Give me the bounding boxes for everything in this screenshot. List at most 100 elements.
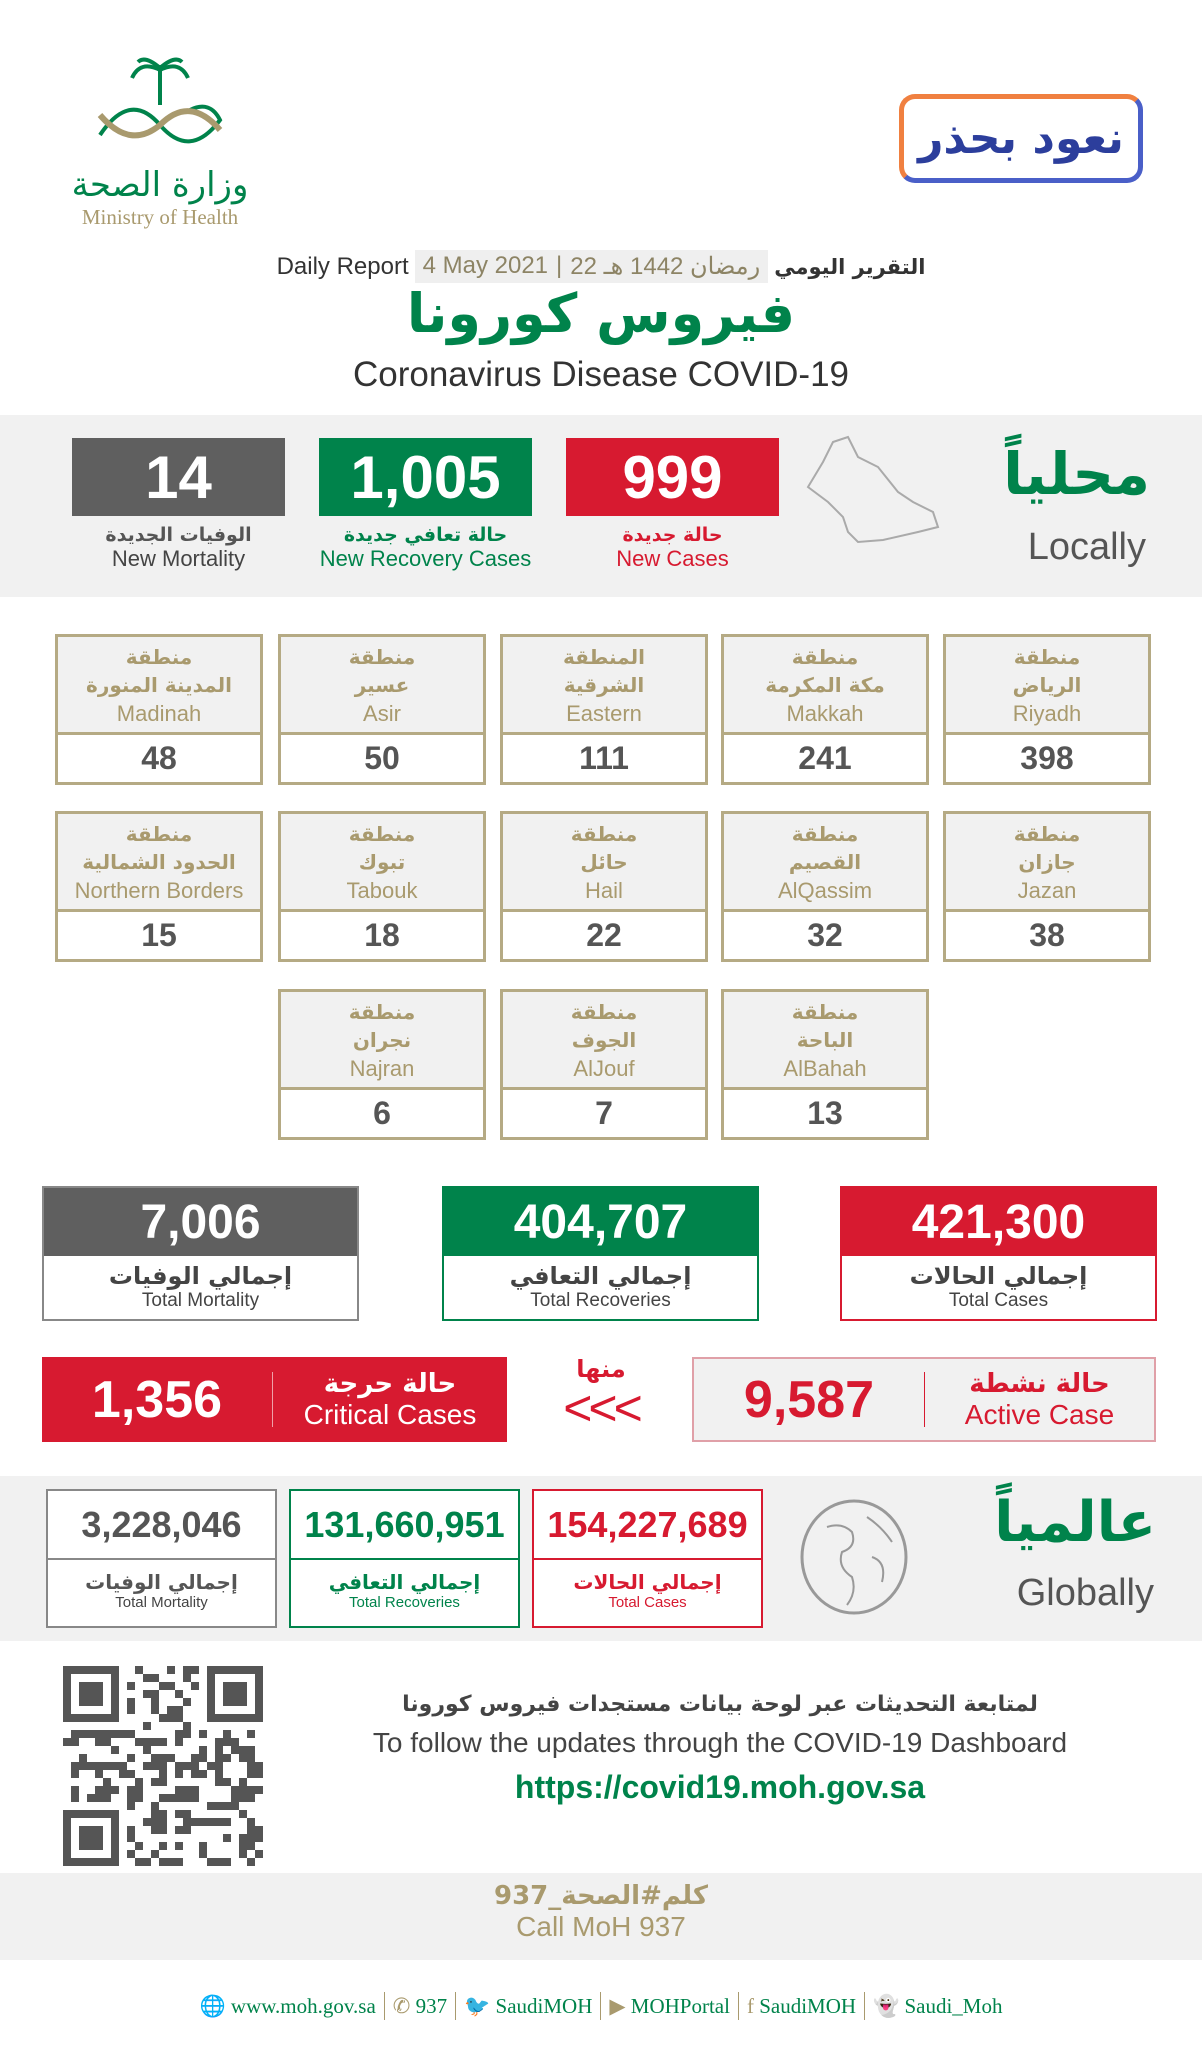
footer-link[interactable]: 👻 Saudi_Moh [873,1994,1002,2019]
region-prefix-ar: منطقة [348,822,416,846]
snapchat-icon: 👻 [873,1993,900,2018]
total-mortality-label-en: Total Mortality [141,1290,260,1311]
region-name-en: Najran [349,1056,415,1081]
region-value: 13 [807,1095,843,1131]
global-cases-value: 154,227,689 [534,1491,761,1560]
region-prefix-ar: المنطقة [563,645,645,669]
of-which-label: منها [576,1355,626,1383]
region-value: 15 [141,917,177,953]
region-value: 241 [798,740,852,776]
region-name-en: AlJouf [573,1056,635,1081]
footer-link[interactable]: ✆ 937 [393,1994,447,2019]
hijri-date: 22 رمضان 1442 هـ [570,253,761,280]
new-cases-label-ar: حالة جديدة [622,524,723,546]
global-recoveries-label-ar: إجمالي التعافي [328,1570,481,1594]
footer-link[interactable]: ▶ MOHPortal [609,1994,730,2019]
footer-link-text: www.moh.gov.sa [230,1993,376,2018]
footer-divider [864,1992,866,2020]
logo-arabic: وزارة الصحة [71,165,249,205]
global-cases-card: 154,227,689 إجمالي الحالات Total Cases [532,1489,763,1628]
globe-icon [800,1499,908,1615]
footer-link[interactable]: 🌐 www.moh.gov.sa [200,1994,376,2019]
region-card: منطقة عسير Asir 50 [278,634,486,785]
dashboard-text-en: To follow the updates through the COVID-… [372,1727,1068,1758]
global-mortality-label-ar: إجمالي الوفيات [85,1570,238,1594]
twitter-icon: 🐦 [464,1993,491,2018]
footer-divider [383,1992,385,2020]
region-name-ar: الجوف [571,1028,637,1052]
ministry-of-health-logo: وزارة الصحة Ministry of Health [60,50,260,229]
region-card: منطقة مكة المكرمة Makkah 241 [721,634,929,785]
region-prefix-ar: منطقة [348,1000,416,1024]
region-prefix-ar: منطقة [348,645,416,669]
arrows-left-icon: <<< [563,1380,643,1436]
region-name-en: Jazan [1017,878,1077,903]
new-recovery-card: 1,005 حالة تعافي جديدة New Recovery Case… [319,438,532,572]
total-cases-value: 421,300 [842,1188,1155,1256]
region-prefix-ar: منطقة [570,822,638,846]
region-value: 32 [807,917,843,953]
region-card: منطقة تبوك Tabouk 18 [278,811,486,962]
region-name-ar: الحدود الشمالية [82,850,236,874]
region-name-en: Madinah [116,701,202,726]
total-cases-card: 421,300 إجمالي الحالات Total Cases [840,1186,1157,1321]
palm-swords-emblem-icon [97,57,223,144]
region-prefix-ar: منطقة [1013,822,1081,846]
region-name-ar: المدينة المنورة [86,673,232,697]
global-recoveries-card: 131,660,951 إجمالي التعافي Total Recover… [289,1489,520,1628]
qr-code[interactable] [63,1666,263,1866]
global-mortality-value: 3,228,046 [48,1491,275,1560]
dashboard-text-ar: لمتابعة التحديثات عبر لوحة بيانات مستجدا… [402,1692,1038,1717]
region-name-ar: حائل [580,850,628,874]
region-prefix-ar: منطقة [570,1000,638,1024]
dashboard-info: لمتابعة التحديثات عبر لوحة بيانات مستجدا… [320,1692,1120,1806]
critical-cases-label-en: Critical Cases [303,1398,477,1430]
new-recovery-label-en: New Recovery Cases [319,546,532,571]
region-card: منطقة نجران Najran 6 [278,989,486,1140]
region-name-ar: جازان [1018,850,1076,874]
total-recoveries-label-en: Total Recoveries [530,1290,671,1311]
region-name-en: AlBahah [783,1056,867,1081]
slogan-badge: نعود بحذر [899,94,1143,183]
active-cases-label-ar: حالة نشطة [969,1368,1110,1399]
total-mortality-label-ar: إجمالي الوفيات [108,1262,293,1290]
daily-report-en: Daily Report [276,252,409,280]
footer-link-text: Saudi_Moh [904,1993,1003,2018]
of-which-indicator: منها <<< [541,1355,661,1433]
region-value: 6 [373,1095,391,1131]
region-value: 111 [579,740,629,776]
region-name-ar: نجران [352,1028,412,1052]
footer-divider [737,1992,739,2020]
footer-link[interactable]: 🐦 SaudiMOH [464,1994,592,2019]
region-prefix-ar: منطقة [1013,645,1081,669]
new-recovery-value: 1,005 [319,438,532,516]
total-recoveries-value: 404,707 [444,1188,757,1256]
region-prefix-ar: منطقة [125,822,193,846]
page-title-en: Coronavirus Disease COVID-19 [352,355,849,394]
total-mortality-value: 7,006 [44,1188,357,1256]
region-name-ar: القصيم [788,850,862,874]
saudi-map-icon [806,435,940,544]
call-section: كلم#الصحة_937 Call MoH 937 [0,1873,1202,1960]
active-cases-label-en: Active Case [964,1398,1115,1430]
footer-link[interactable]: f SaudiMOH [747,1994,856,2019]
region-name-en: Tabouk [346,878,418,903]
region-name-ar: الباحة [796,1028,854,1052]
global-mortality-label-en: Total Mortality [115,1594,208,1611]
region-name-ar: تبوك [358,850,406,874]
dashboard-url-link[interactable]: https://covid19.moh.gov.sa [514,1769,926,1805]
region-name-en: Hail [585,878,623,903]
global-recoveries-value: 131,660,951 [291,1491,518,1560]
global-cases-label-en: Total Cases [608,1594,687,1611]
globally-title-ar: عالمياً [994,1490,1156,1555]
call-hashtag: كلم#الصحة_937 [494,1881,708,1911]
gregorian-date: 4 May 2021 [422,252,549,279]
region-name-en: Riyadh [1012,701,1082,726]
phone-icon: ✆ [392,1993,411,2018]
region-name-ar: عسير [354,673,410,697]
new-mortality-label-ar: الوفيات الجديدة [105,524,252,546]
global-mortality-card: 3,228,046 إجمالي الوفيات Total Mortality [46,1489,277,1628]
region-name-en: Makkah [786,701,864,726]
region-prefix-ar: منطقة [791,645,859,669]
new-mortality-card: 14 الوفيات الجديدة New Mortality [72,438,285,572]
